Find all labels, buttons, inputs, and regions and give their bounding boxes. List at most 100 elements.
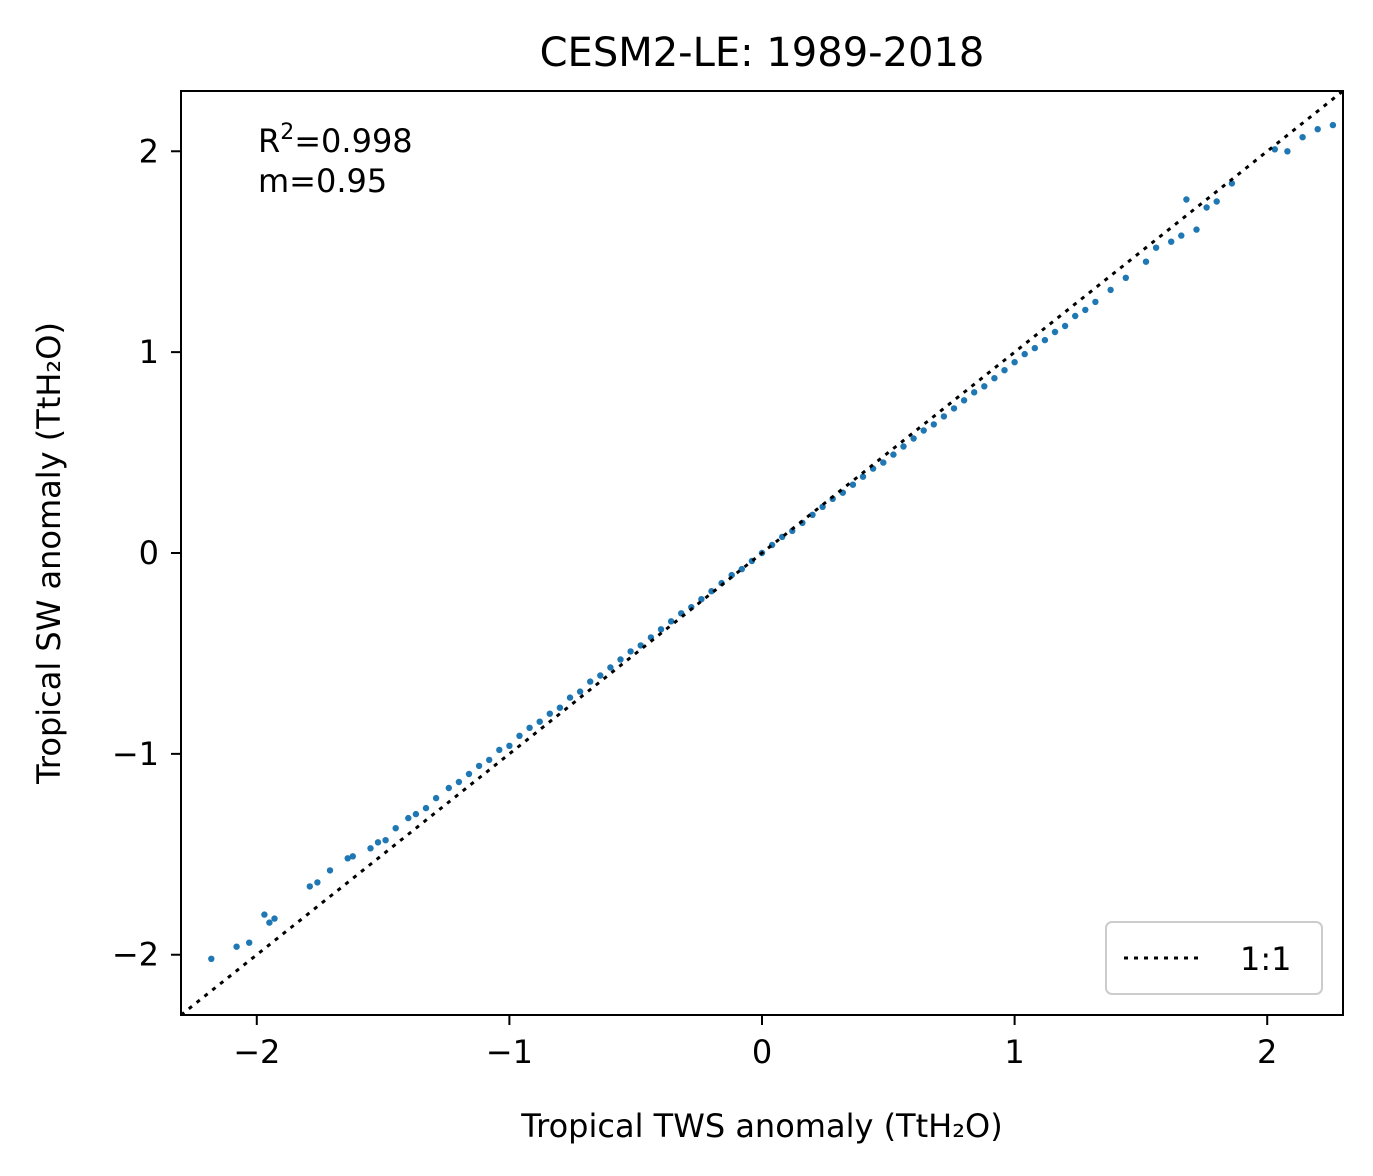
- data-point: [1168, 238, 1175, 245]
- data-point: [1031, 344, 1039, 352]
- data-point: [314, 879, 321, 886]
- r-squared-value: =0.998: [294, 122, 412, 160]
- data-point: [208, 955, 215, 962]
- data-point: [930, 421, 937, 428]
- data-point: [1122, 274, 1130, 281]
- y-tick-label: 2: [139, 132, 159, 170]
- data-point: [432, 794, 440, 802]
- x-axis: −2 −1 0 1 2: [233, 1015, 1277, 1071]
- y-tick-label: 1: [139, 333, 159, 371]
- data-point: [455, 778, 463, 786]
- data-point: [496, 746, 503, 754]
- data-point: [261, 911, 268, 918]
- data-point: [809, 511, 816, 518]
- data-point: [326, 867, 334, 874]
- data-point: [920, 427, 927, 434]
- data-point: [1142, 258, 1150, 265]
- data-point: [1203, 204, 1210, 211]
- legend-box: [1105, 921, 1323, 995]
- data-point: [546, 710, 553, 717]
- y-tick-label: 0: [139, 534, 159, 572]
- data-point: [445, 784, 452, 792]
- data-point: [405, 814, 412, 822]
- data-point: [1193, 226, 1200, 233]
- legend-label: 1:1: [1240, 940, 1292, 978]
- data-point: [486, 756, 493, 764]
- r-squared-superscript: 2: [280, 120, 294, 145]
- x-axis-label: Tropical TWS anomaly (TtH₂O): [520, 1107, 1002, 1145]
- chart-title: CESM2-LE: 1989-2018: [540, 30, 985, 76]
- data-point: [1213, 198, 1220, 205]
- data-point: [900, 443, 907, 450]
- data-point: [1271, 146, 1279, 153]
- data-point: [1072, 312, 1079, 320]
- data-point: [536, 718, 543, 725]
- data-point: [1183, 196, 1190, 203]
- data-point: [566, 694, 574, 701]
- data-point: [1107, 286, 1114, 294]
- x-tick-label: 1: [1004, 1033, 1024, 1071]
- slope-label: m=0.95: [258, 162, 387, 200]
- data-point: [991, 375, 998, 382]
- data-point: [880, 459, 887, 466]
- data-point: [516, 732, 523, 739]
- data-point: [475, 762, 483, 770]
- data-point: [1178, 232, 1185, 239]
- data-point: [1011, 359, 1018, 366]
- x-tick-label: −1: [486, 1033, 533, 1071]
- data-point: [1228, 180, 1236, 187]
- data-point: [1051, 328, 1059, 336]
- data-point: [1329, 121, 1337, 129]
- data-point: [306, 883, 313, 890]
- data-point: [910, 435, 917, 442]
- data-point: [1001, 367, 1008, 374]
- data-point: [738, 565, 745, 573]
- x-tick-label: 0: [752, 1033, 772, 1071]
- data-point: [233, 943, 240, 950]
- data-point: [506, 742, 513, 749]
- data-point: [349, 853, 356, 860]
- data-point: [890, 451, 897, 458]
- data-point: [1284, 148, 1291, 155]
- fit-annotation: R2=0.998 m=0.95: [258, 120, 413, 200]
- plot-area: [180, 89, 1344, 1017]
- data-point: [1314, 126, 1321, 133]
- data-point: [412, 810, 420, 818]
- data-point: [526, 724, 533, 731]
- y-tick-label: −2: [112, 936, 159, 974]
- y-axis-label: Tropical SW anomaly (TtH₂O): [30, 322, 68, 785]
- data-point: [556, 704, 564, 711]
- data-point: [981, 383, 988, 390]
- data-point: [597, 672, 604, 679]
- data-point: [576, 688, 584, 695]
- data-point: [1152, 244, 1160, 251]
- data-point: [246, 939, 253, 946]
- data-point: [587, 678, 594, 685]
- data-point: [1061, 322, 1069, 330]
- data-points: [208, 121, 1337, 962]
- one-to-one-line: [180, 89, 1344, 1017]
- data-point: [1041, 336, 1049, 344]
- data-point: [667, 618, 675, 625]
- data-point: [607, 664, 614, 671]
- data-point: [859, 473, 867, 480]
- data-point: [950, 405, 958, 412]
- y-tick-label: −1: [112, 735, 159, 773]
- data-point: [708, 588, 715, 595]
- data-point: [940, 413, 948, 420]
- data-point: [849, 481, 857, 488]
- y-axis: −2 −1 0 1 2: [112, 132, 181, 974]
- data-point: [617, 656, 624, 663]
- data-point: [960, 397, 968, 404]
- r-squared-label: R2=0.998: [258, 120, 413, 160]
- data-point: [627, 648, 634, 655]
- data-point: [266, 919, 273, 926]
- data-point: [344, 855, 351, 862]
- data-point: [1299, 134, 1306, 141]
- data-point: [422, 804, 430, 812]
- r-squared-prefix: R: [258, 122, 280, 160]
- data-point: [367, 845, 374, 852]
- data-point: [374, 839, 382, 846]
- x-tick-label: 2: [1257, 1033, 1277, 1071]
